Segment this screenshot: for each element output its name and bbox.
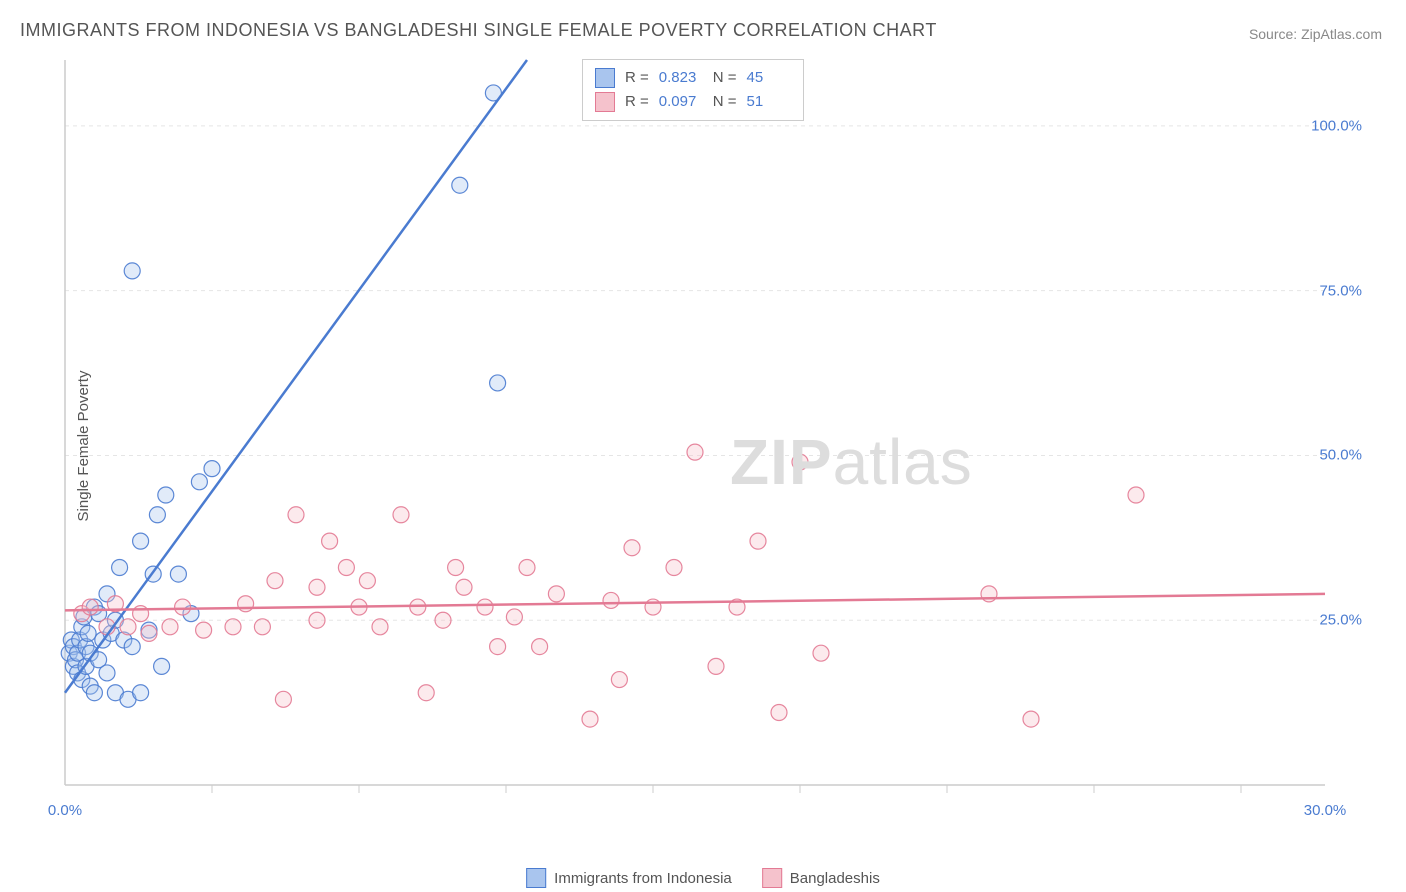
y-tick-label: 25.0% bbox=[1319, 612, 1362, 629]
stats-r-label: R = bbox=[625, 90, 649, 114]
stats-row: R = 0.097 N = 51 bbox=[595, 90, 791, 114]
chart-container: IMMIGRANTS FROM INDONESIA VS BANGLADESHI… bbox=[0, 0, 1406, 892]
legend-label: Immigrants from Indonesia bbox=[554, 870, 732, 887]
x-tick-label: 0.0% bbox=[48, 802, 82, 819]
y-tick-label: 50.0% bbox=[1319, 447, 1362, 464]
series-legend: Immigrants from Indonesia Bangladeshis bbox=[526, 868, 880, 888]
legend-item: Bangladeshis bbox=[762, 868, 880, 888]
stats-n-value: 45 bbox=[747, 66, 791, 90]
plot-area: ZIPatlas R =0.823N =45R =0.097N =51 25.0… bbox=[50, 55, 1380, 825]
stats-r-label: R = bbox=[625, 66, 649, 90]
stats-swatch bbox=[595, 92, 615, 112]
y-tick-label: 75.0% bbox=[1319, 282, 1362, 299]
legend-label: Bangladeshis bbox=[790, 870, 880, 887]
stats-n-value: 51 bbox=[747, 90, 791, 114]
y-tick-label: 100.0% bbox=[1311, 117, 1362, 134]
chart-title: IMMIGRANTS FROM INDONESIA VS BANGLADESHI… bbox=[20, 20, 937, 41]
stats-swatch bbox=[595, 68, 615, 88]
stats-row: R = 0.823 N = 45 bbox=[595, 66, 791, 90]
source-attribution: Source: ZipAtlas.com bbox=[1249, 26, 1382, 42]
legend-item: Immigrants from Indonesia bbox=[526, 868, 732, 888]
correlation-stats-legend: R = 0.823 N = 45 R = 0.097 N = 51 bbox=[582, 59, 804, 121]
scatter-plot-svg bbox=[50, 55, 1380, 825]
legend-swatch bbox=[762, 868, 782, 888]
x-tick-label: 30.0% bbox=[1304, 802, 1347, 819]
stats-n-label: N = bbox=[713, 90, 737, 114]
stats-r-value: 0.823 bbox=[659, 66, 703, 90]
stats-n-label: N = bbox=[713, 66, 737, 90]
legend-swatch bbox=[526, 868, 546, 888]
stats-r-value: 0.097 bbox=[659, 90, 703, 114]
